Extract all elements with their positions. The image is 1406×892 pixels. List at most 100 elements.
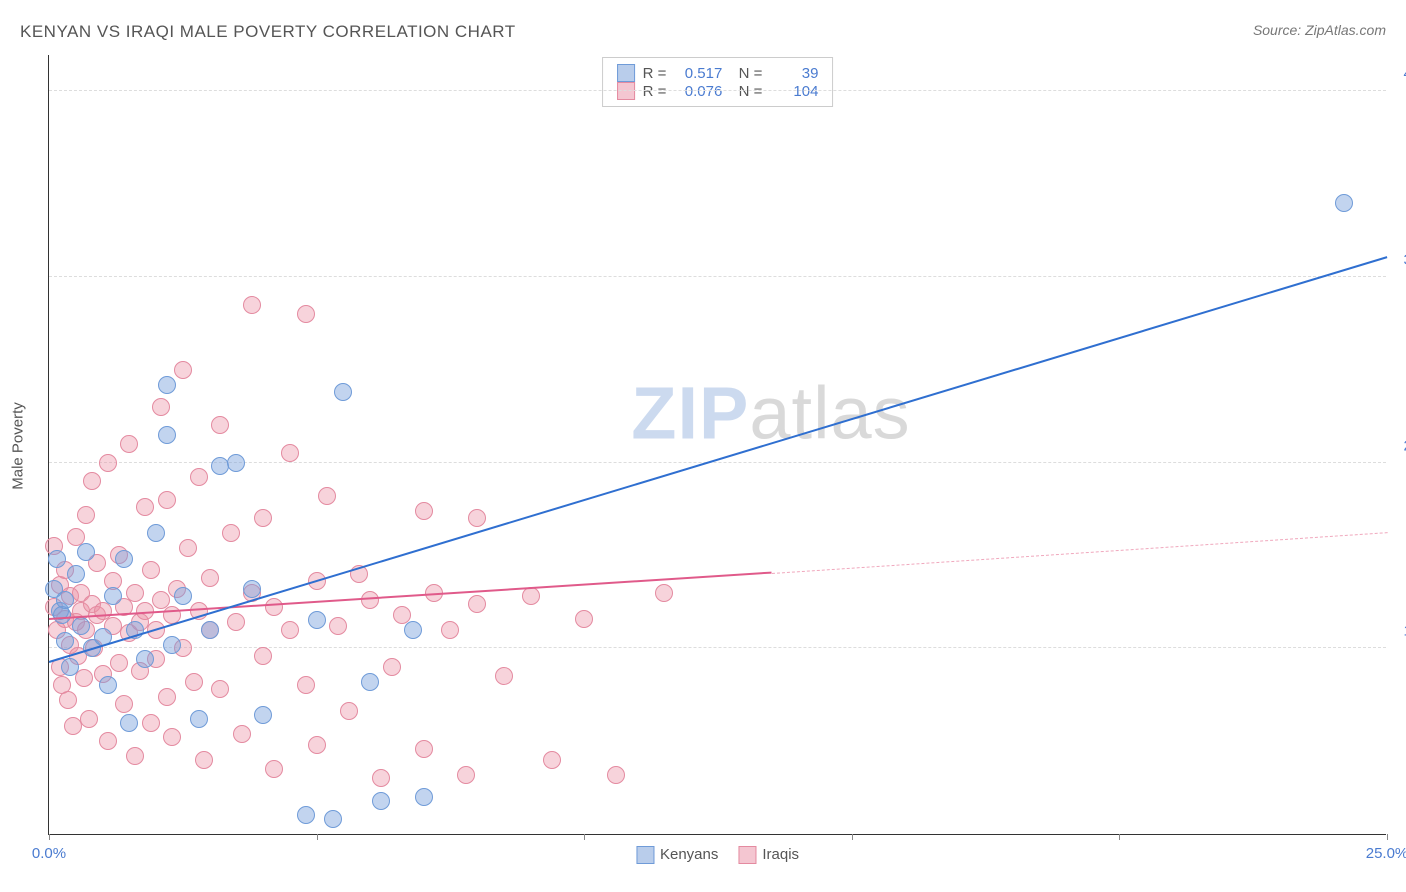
xtick	[317, 834, 318, 840]
data-point	[99, 676, 117, 694]
data-point	[83, 472, 101, 490]
trendline	[771, 532, 1387, 574]
legend-swatch-0	[617, 64, 635, 82]
data-point	[158, 376, 176, 394]
legend-label-0: Kenyans	[660, 846, 718, 863]
data-point	[308, 611, 326, 629]
data-point	[136, 650, 154, 668]
data-point	[99, 732, 117, 750]
data-point	[415, 740, 433, 758]
data-point	[72, 617, 90, 635]
gridline-h	[49, 647, 1386, 648]
data-point	[77, 506, 95, 524]
data-point	[190, 468, 208, 486]
data-point	[383, 658, 401, 676]
gridline-h	[49, 462, 1386, 463]
data-point	[152, 398, 170, 416]
data-point	[324, 810, 342, 828]
data-point	[361, 591, 379, 609]
data-point	[254, 647, 272, 665]
data-point	[522, 587, 540, 605]
data-point	[404, 621, 422, 639]
data-point	[1335, 194, 1353, 212]
data-point	[174, 361, 192, 379]
data-point	[575, 610, 593, 628]
data-point	[265, 598, 283, 616]
data-point	[115, 695, 133, 713]
legend-stats-row-0: R = 0.517 N = 39	[617, 64, 819, 82]
data-point	[468, 509, 486, 527]
data-point	[607, 766, 625, 784]
data-point	[227, 454, 245, 472]
data-point	[110, 654, 128, 672]
data-point	[265, 760, 283, 778]
data-point	[163, 728, 181, 746]
data-point	[361, 673, 379, 691]
data-point	[211, 680, 229, 698]
ytick-label: 30.0%	[1391, 251, 1406, 268]
data-point	[142, 561, 160, 579]
data-point	[243, 580, 261, 598]
data-point	[415, 502, 433, 520]
source-attribution: Source: ZipAtlas.com	[1253, 22, 1386, 38]
legend-series: Kenyans Iraqis	[636, 846, 799, 864]
data-point	[126, 747, 144, 765]
data-point	[104, 587, 122, 605]
data-point	[441, 621, 459, 639]
data-point	[120, 714, 138, 732]
trendline	[49, 256, 1388, 663]
data-point	[318, 487, 336, 505]
data-point	[195, 751, 213, 769]
source-label: Source:	[1253, 22, 1301, 38]
xtick-label: 0.0%	[32, 845, 66, 862]
data-point	[254, 706, 272, 724]
data-point	[158, 426, 176, 444]
data-point	[56, 632, 74, 650]
data-point	[468, 595, 486, 613]
data-point	[297, 806, 315, 824]
data-point	[543, 751, 561, 769]
data-point	[254, 509, 272, 527]
gridline-h	[49, 90, 1386, 91]
data-point	[281, 621, 299, 639]
data-point	[158, 491, 176, 509]
data-point	[201, 569, 219, 587]
xtick	[852, 834, 853, 840]
data-point	[281, 444, 299, 462]
data-point	[99, 454, 117, 472]
data-point	[174, 587, 192, 605]
data-point	[147, 524, 165, 542]
data-point	[67, 565, 85, 583]
data-point	[61, 658, 79, 676]
data-point	[163, 636, 181, 654]
legend-r-value-0: 0.517	[674, 65, 722, 82]
xtick	[584, 834, 585, 840]
data-point	[142, 714, 160, 732]
data-point	[56, 591, 74, 609]
data-point	[80, 710, 98, 728]
data-point	[329, 617, 347, 635]
data-point	[243, 296, 261, 314]
data-point	[297, 305, 315, 323]
xtick	[1119, 834, 1120, 840]
xtick	[49, 834, 50, 840]
data-point	[59, 691, 77, 709]
data-point	[77, 543, 95, 561]
data-point	[227, 613, 245, 631]
data-point	[211, 416, 229, 434]
ytick-label: 40.0%	[1391, 66, 1406, 83]
data-point	[297, 676, 315, 694]
data-point	[233, 725, 251, 743]
data-point	[457, 766, 475, 784]
data-point	[372, 769, 390, 787]
data-point	[158, 688, 176, 706]
data-point	[655, 584, 673, 602]
legend-swatch-1b	[738, 846, 756, 864]
data-point	[190, 710, 208, 728]
data-point	[120, 435, 138, 453]
data-point	[340, 702, 358, 720]
xtick-label: 25.0%	[1366, 845, 1406, 862]
data-point	[185, 673, 203, 691]
data-point	[48, 550, 66, 568]
legend-r-label: R =	[643, 65, 667, 82]
